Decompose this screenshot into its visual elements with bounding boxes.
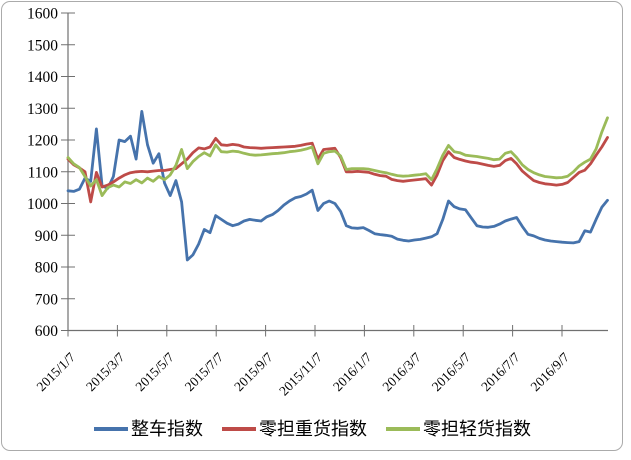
y-tick-label: 1600 (27, 6, 58, 23)
legend-label: 零担重货指数 (259, 419, 367, 439)
legend-label: 零担轻货指数 (423, 419, 531, 439)
x-tick-label: 2016/3/7 (379, 349, 424, 394)
legend-item-ltl-heavy: 零担重货指数 (222, 420, 367, 438)
line-marker-icon (386, 427, 420, 431)
x-tick-label: 2015/1/7 (34, 349, 79, 394)
x-tick-label: 2015/5/7 (132, 349, 177, 394)
y-tick-label: 1200 (27, 133, 58, 150)
x-tick-label: 2015/7/7 (182, 349, 227, 394)
x-tick-label: 2015/9/7 (231, 349, 276, 394)
y-tick-label: 1400 (27, 69, 58, 86)
x-tick-label: 2015/3/7 (83, 349, 128, 394)
legend-label: 整车指数 (131, 419, 203, 439)
y-tick-label: 700 (35, 291, 59, 308)
chart-frame (1, 1, 623, 451)
x-tick-label: 2016/9/7 (528, 349, 573, 394)
x-tick-label: 2016/5/7 (429, 349, 474, 394)
y-tick-label: 1100 (28, 164, 59, 181)
chart-legend: 整车指数 零担重货指数 零担轻货指数 (0, 420, 625, 438)
y-tick-label: 1000 (27, 196, 58, 213)
y-tick-label: 800 (35, 260, 59, 277)
y-tick-label: 1500 (27, 37, 58, 54)
series-line-0 (66, 110, 609, 262)
legend-item-full-truck: 整车指数 (94, 420, 203, 438)
line-marker-icon (222, 427, 256, 431)
legend-item-ltl-light: 零担轻货指数 (386, 420, 531, 438)
line-marker-icon (94, 427, 128, 431)
x-tick-label: 2015/11/7 (276, 349, 325, 398)
y-tick-label: 600 (35, 323, 59, 340)
x-tick-label: 2016/7/7 (478, 349, 523, 394)
x-tick-label: 2016/1/7 (330, 349, 375, 394)
y-tick-label: 1300 (27, 101, 58, 118)
series-line-2 (66, 116, 609, 198)
y-tick-label: 900 (35, 228, 59, 245)
